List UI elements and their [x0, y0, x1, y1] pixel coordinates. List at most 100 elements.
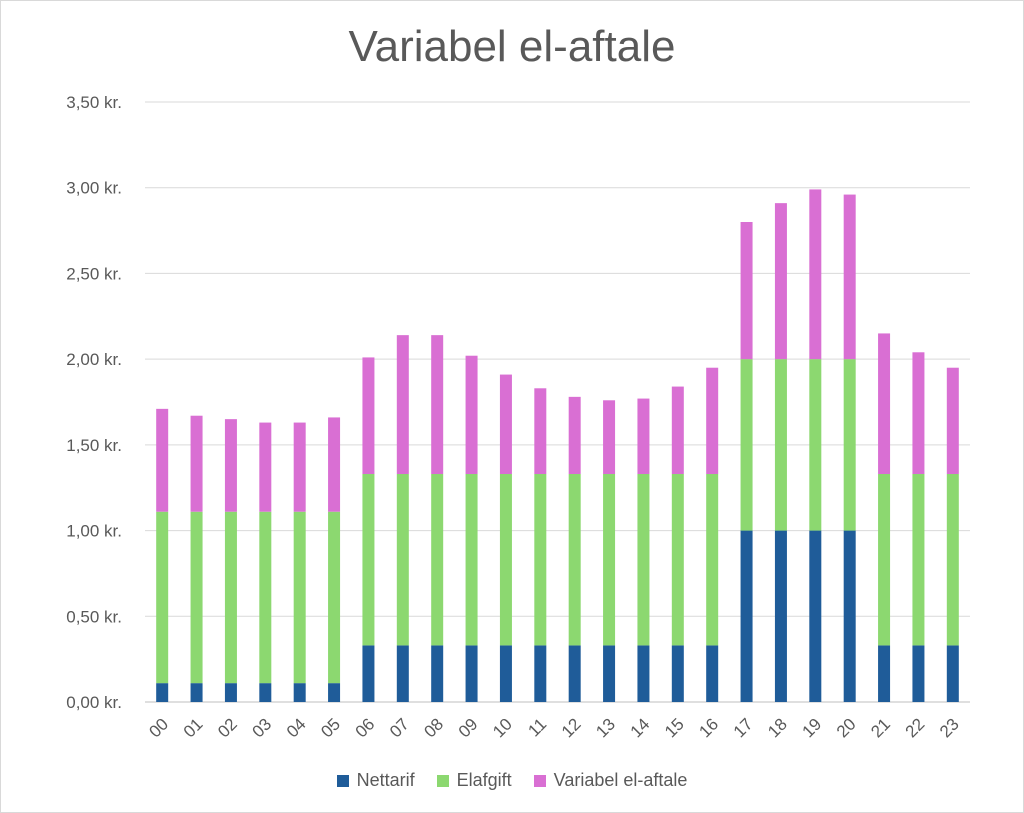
bar-segment: [396, 645, 409, 702]
x-tick-label: 16: [695, 715, 722, 742]
bar-segment: [912, 474, 925, 646]
legend-label: Elafgift: [456, 770, 512, 790]
bar-segment: [293, 511, 306, 684]
bar-segment: [809, 189, 822, 360]
x-tick-label: 04: [283, 715, 310, 742]
x-axis-ticks: 00 01 02 03 04 05 06 07 08 09 10 11 12 13 14 15 16 17 18 19…: [145, 715, 962, 742]
bar-segment: [190, 415, 203, 512]
y-tick-label: 3,50 kr.: [66, 93, 122, 112]
legend-label: Variabel el-aftale: [553, 770, 688, 790]
bar-segment: [568, 396, 581, 474]
y-axis-ticks: 0,00 kr. 0,50 kr. 1,00 kr. 1,50 kr. 2,00 kr.…: [66, 93, 122, 712]
bar-segment: [465, 474, 478, 646]
bar-segment: [774, 359, 787, 531]
x-tick-label: 12: [558, 715, 585, 742]
bar-segment: [706, 645, 719, 702]
bar-segment: [809, 530, 822, 702]
bar-segment: [568, 645, 581, 702]
y-tick-label: 2,50 kr.: [66, 264, 122, 283]
x-tick-label: 05: [317, 715, 344, 742]
legend-label: Nettarif: [356, 770, 415, 790]
legend-item: Nettarif: [336, 770, 415, 791]
y-tick-label: 0,50 kr.: [66, 607, 122, 626]
bar-segment: [328, 417, 341, 512]
bar-segment: [465, 645, 478, 702]
bar-segment: [603, 474, 616, 646]
bar-segment: [431, 645, 444, 702]
bar-segment: [843, 359, 856, 531]
x-tick-label: 11: [524, 715, 550, 741]
bar-segment: [740, 222, 753, 360]
x-tick-label: 22: [902, 715, 929, 742]
x-tick-label: 07: [386, 715, 413, 742]
bar-segment: [706, 474, 719, 646]
bar-segment: [259, 683, 272, 702]
bar-segment: [499, 645, 512, 702]
x-tick-label: 02: [214, 715, 241, 742]
bar-segment: [809, 359, 822, 531]
bar-segment: [740, 359, 753, 531]
bar-segment: [259, 511, 272, 684]
bar-segment: [946, 474, 959, 646]
x-tick-label: 18: [764, 715, 791, 742]
bar-segment: [156, 408, 169, 512]
bar-segment: [637, 645, 650, 702]
bar-segment: [878, 333, 891, 474]
bar-segment: [431, 335, 444, 474]
bar-segment: [499, 374, 512, 474]
legend-item: Variabel el-aftale: [533, 770, 688, 791]
x-tick-label: 15: [661, 715, 688, 742]
bar-segment: [843, 530, 856, 702]
gridlines: [145, 101, 970, 703]
x-tick-label: 08: [420, 715, 447, 742]
bar-segment: [293, 683, 306, 702]
legend-item: Elafgift: [436, 770, 512, 791]
bar-segment: [774, 530, 787, 702]
bar-segment: [534, 474, 547, 646]
bar-segment: [912, 645, 925, 702]
bar-segment: [671, 474, 684, 646]
bar-segment: [190, 511, 203, 684]
x-tick-label: 19: [798, 715, 825, 742]
x-tick-label: 13: [592, 715, 619, 742]
bar-segment: [671, 386, 684, 474]
bar-segment: [396, 335, 409, 474]
bar-segment: [431, 474, 444, 646]
bar-segment: [362, 645, 375, 702]
bar-segment: [190, 683, 203, 702]
bar-segment: [946, 645, 959, 702]
bar-segment: [568, 474, 581, 646]
bar-segment: [293, 422, 306, 512]
bar-segment: [499, 474, 512, 646]
bar-segment: [224, 419, 237, 512]
bar-segment: [328, 511, 341, 684]
x-tick-label: 09: [455, 715, 482, 742]
bar-segment: [912, 352, 925, 474]
y-tick-label: 2,00 kr.: [66, 350, 122, 369]
bar-segment: [224, 683, 237, 702]
x-tick-label: 00: [145, 715, 172, 742]
bar-segment: [224, 511, 237, 684]
x-tick-label: 01: [180, 715, 207, 742]
bar-segment: [534, 388, 547, 474]
legend-swatch: [336, 774, 349, 787]
bar-segment: [603, 645, 616, 702]
x-tick-label: 14: [627, 715, 654, 742]
bar-segment: [156, 683, 169, 702]
x-tick-label: 17: [730, 715, 757, 742]
bar-segment: [740, 530, 753, 702]
legend-swatch: [533, 774, 546, 787]
y-tick-label: 1,00 kr.: [66, 522, 122, 541]
bar-segment: [843, 194, 856, 360]
bar-segment: [671, 645, 684, 702]
bar-segment: [259, 422, 272, 512]
bar-segment: [878, 645, 891, 702]
bar-segment: [774, 203, 787, 360]
bar-segment: [362, 474, 375, 646]
x-tick-label: 21: [867, 715, 894, 742]
bar-segment: [465, 355, 478, 474]
bar-segment: [396, 474, 409, 646]
bar-segment: [156, 511, 169, 684]
y-tick-label: 3,00 kr.: [66, 179, 122, 198]
